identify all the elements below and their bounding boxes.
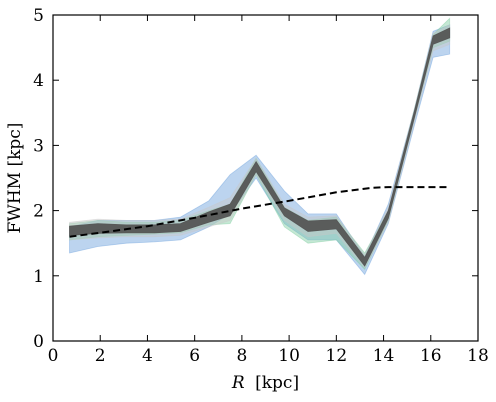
x-tick-label: 8	[236, 346, 247, 366]
x-tick-label: 6	[189, 346, 200, 366]
y-tick-label: 4	[33, 71, 44, 91]
plot-frame	[52, 14, 479, 342]
x-tick-label: 12	[326, 346, 348, 366]
series-layer	[69, 17, 451, 276]
x-axis-symbol: R	[231, 373, 245, 393]
y-tick-label: 1	[33, 267, 44, 287]
series-band-0	[69, 24, 451, 276]
y-tick-label: 0	[33, 332, 44, 352]
x-tick-label: 18	[467, 346, 489, 366]
x-tick-label: 4	[142, 346, 153, 366]
y-tick-label: 5	[33, 6, 44, 26]
series-band-3	[69, 27, 451, 267]
x-axis-label: R [kpc]	[231, 373, 299, 393]
y-tick-label: 3	[33, 136, 44, 156]
dashed-line-series	[69, 186, 450, 238]
y-axis-label: FWHM [kpc]	[5, 123, 25, 234]
x-tick-label: 2	[95, 346, 106, 366]
x-tick-label: 14	[373, 346, 395, 366]
x-tick-label: 10	[278, 346, 300, 366]
series-band-2	[69, 24, 451, 269]
x-tick-label: 16	[420, 346, 442, 366]
x-axis-unit: [kpc]	[255, 373, 299, 393]
y-tick-label: 2	[33, 202, 44, 222]
x-tick-label: 0	[48, 346, 59, 366]
series-band-1	[69, 17, 451, 270]
